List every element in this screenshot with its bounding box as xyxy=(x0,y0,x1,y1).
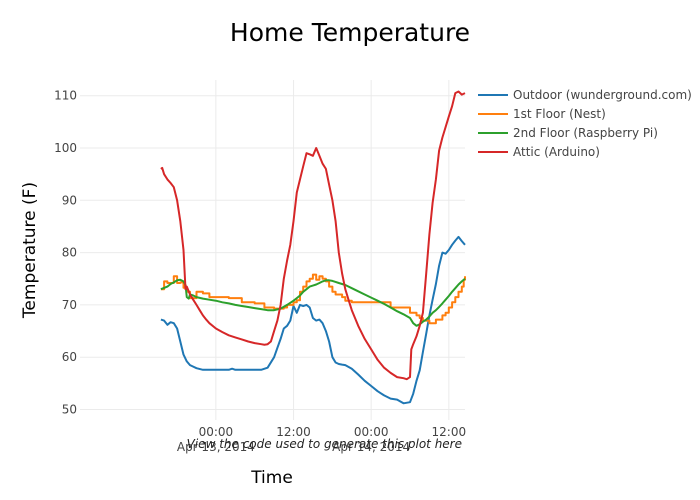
y-axis-title: Temperature (F) xyxy=(20,182,40,319)
y-tick-label: 50 xyxy=(62,403,77,417)
legend-item-1[interactable]: 1st Floor (Nest) xyxy=(478,107,606,121)
y-tick-label: 90 xyxy=(62,193,77,207)
y-tick-label: 80 xyxy=(62,246,77,260)
series-lines xyxy=(160,90,466,405)
legend[interactable]: Outdoor (wunderground.com) 1st Floor (Nes… xyxy=(478,88,692,159)
legend-label: Outdoor (wunderground.com) xyxy=(513,88,692,102)
y-tick-label: 60 xyxy=(62,350,77,364)
series-line-0 xyxy=(160,235,466,405)
y-axis-ticks: 50 60 70 80 90 100 110 xyxy=(54,89,77,417)
x-axis-title: Time xyxy=(250,468,293,488)
x-tick-date-label: Apr 14, 2014 xyxy=(332,440,410,454)
series-line-1 xyxy=(160,273,466,325)
x-tick-date-label: Apr 13, 2014 xyxy=(177,440,255,454)
x-tick-label: 00:00 xyxy=(199,425,234,439)
code-link-annotation[interactable]: View the code used to generate this plot… xyxy=(187,437,462,451)
legend-item-0[interactable]: Outdoor (wunderground.com) xyxy=(478,88,692,102)
series-line-2 xyxy=(160,278,466,327)
legend-item-2[interactable]: 2nd Floor (Raspberry Pi) xyxy=(478,126,658,140)
legend-label: 2nd Floor (Raspberry Pi) xyxy=(513,126,658,140)
legend-item-3[interactable]: Attic (Arduino) xyxy=(478,145,600,159)
y-tick-label: 100 xyxy=(54,141,77,155)
legend-label: Attic (Arduino) xyxy=(513,145,600,159)
x-tick-label: 12:00 xyxy=(276,425,311,439)
y-tick-label: 70 xyxy=(62,298,77,312)
gridlines xyxy=(80,80,465,420)
chart-title: Home Temperature xyxy=(230,18,470,47)
x-tick-label: 00:00 xyxy=(354,425,389,439)
legend-label: 1st Floor (Nest) xyxy=(513,107,606,121)
x-tick-label: 12:00 xyxy=(432,425,467,439)
series-line-3 xyxy=(160,90,466,381)
y-tick-label: 110 xyxy=(54,89,77,103)
